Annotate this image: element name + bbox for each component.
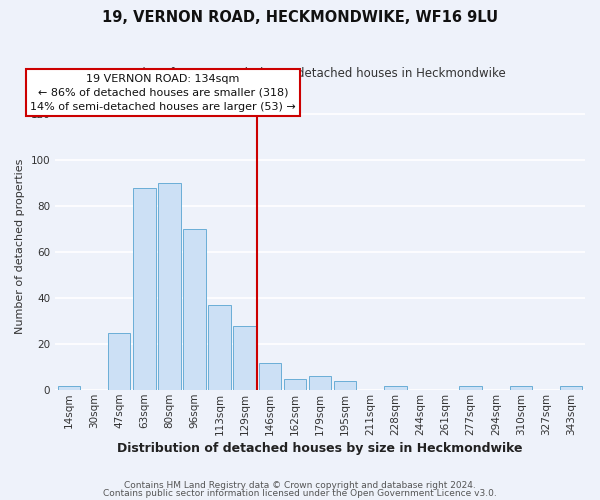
Text: Contains HM Land Registry data © Crown copyright and database right 2024.: Contains HM Land Registry data © Crown c… [124,481,476,490]
Title: Size of property relative to detached houses in Heckmondwike: Size of property relative to detached ho… [135,68,505,80]
Bar [158,183,181,390]
Bar [58,386,80,390]
Bar [334,381,356,390]
Bar [460,386,482,390]
Bar [259,362,281,390]
Bar [183,229,206,390]
Bar [384,386,407,390]
Bar [133,188,155,390]
Bar [309,376,331,390]
Y-axis label: Number of detached properties: Number of detached properties [15,158,25,334]
Bar [108,332,130,390]
Bar [284,378,306,390]
Bar [560,386,583,390]
Text: Contains public sector information licensed under the Open Government Licence v3: Contains public sector information licen… [103,488,497,498]
Bar [208,305,231,390]
Bar [509,386,532,390]
Text: 19 VERNON ROAD: 134sqm
← 86% of detached houses are smaller (318)
14% of semi-de: 19 VERNON ROAD: 134sqm ← 86% of detached… [30,74,296,112]
Bar [233,326,256,390]
Text: 19, VERNON ROAD, HECKMONDWIKE, WF16 9LU: 19, VERNON ROAD, HECKMONDWIKE, WF16 9LU [102,10,498,25]
X-axis label: Distribution of detached houses by size in Heckmondwike: Distribution of detached houses by size … [118,442,523,455]
